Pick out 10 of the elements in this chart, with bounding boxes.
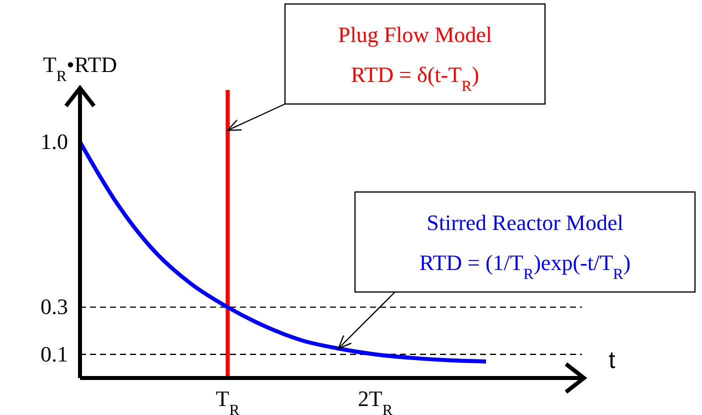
y-tick-label: 1.0 [40, 128, 68, 154]
x-axis-title: t [608, 347, 616, 374]
x-tick-label: 2T$_{R}$ [358, 386, 394, 415]
annotation: Plug Flow Model RTD = δ(t-T$_{R}$) [338, 22, 492, 94]
annotation: Stirred Reactor Model RTD = (1/T$_{R}$)exp(-t/T$_{R}$) [419, 210, 631, 282]
y-axis-title: T$_{R}$•RTD [42, 52, 118, 84]
line-series [80, 140, 488, 364]
y-tick-label: 0.3 [40, 294, 68, 320]
y-tick-label: 0.1 [40, 341, 68, 366]
x-tick-label: T$_{R}$ [216, 386, 240, 415]
